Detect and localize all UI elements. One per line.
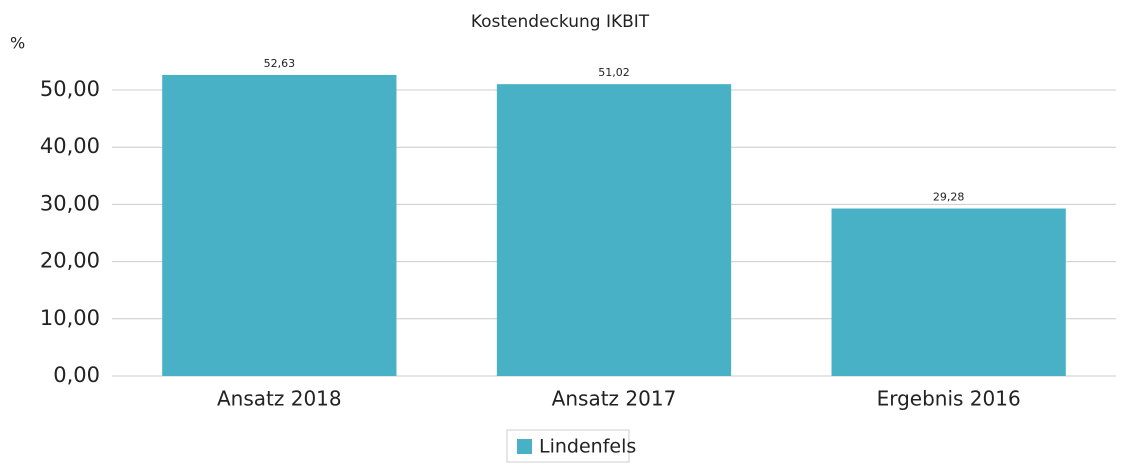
y-tick-label: 20,00 — [40, 249, 100, 273]
bar — [831, 208, 1066, 376]
y-axis-label: % — [10, 34, 25, 53]
bar — [162, 74, 397, 377]
y-tick-label: 10,00 — [40, 306, 100, 330]
data-label: 51,02 — [598, 66, 630, 79]
y-tick-label: 50,00 — [40, 77, 100, 101]
legend-label: Lindenfels — [539, 436, 636, 458]
chart-title: Kostendeckung IKBIT — [471, 12, 650, 32]
x-tick-label: Ansatz 2018 — [217, 387, 342, 411]
x-tick-label: Ansatz 2017 — [552, 387, 677, 411]
y-tick-label: 40,00 — [40, 134, 100, 158]
x-tick-label: Ergebnis 2016 — [877, 387, 1021, 411]
data-label: 29,28 — [933, 191, 965, 204]
legend-swatch — [517, 439, 532, 454]
bar — [496, 84, 732, 377]
y-tick-label: 30,00 — [40, 191, 100, 215]
data-label: 52,63 — [264, 57, 296, 70]
y-tick-label: 0,00 — [53, 363, 100, 387]
